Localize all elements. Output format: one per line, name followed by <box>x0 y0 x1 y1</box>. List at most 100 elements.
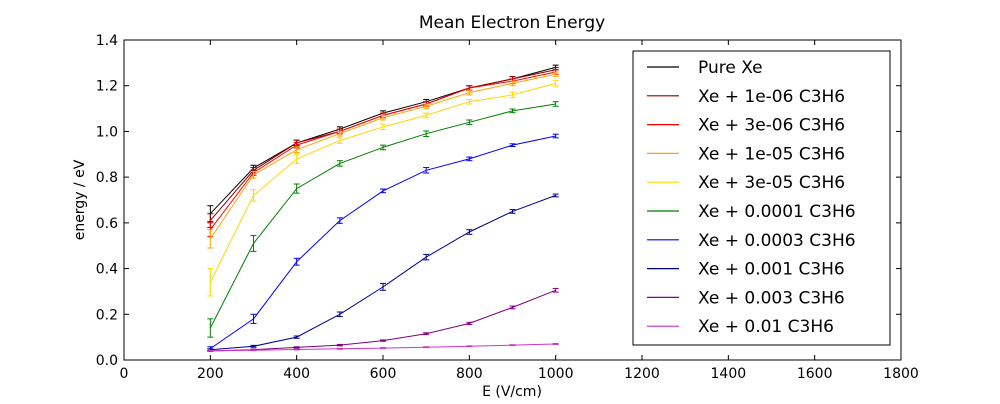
y-tick-label: 0.2 <box>96 307 118 323</box>
x-tick-label: 600 <box>370 366 397 382</box>
data-point <box>466 229 473 235</box>
legend-entry: Xe + 0.0003 C3H6 <box>647 231 856 251</box>
legend-label: Xe + 0.003 C3H6 <box>698 288 845 308</box>
series-7 <box>207 193 559 352</box>
x-tick-label: 1400 <box>711 366 747 382</box>
data-point <box>250 189 257 202</box>
data-point <box>293 153 300 164</box>
series-4 <box>207 80 559 297</box>
data-point <box>466 89 473 96</box>
x-axis-label: E (V/cm) <box>482 384 542 400</box>
x-tick-label: 800 <box>456 366 483 382</box>
data-point <box>207 229 214 249</box>
legend-box <box>632 50 891 346</box>
y-axis-label: energy / eV <box>72 159 88 240</box>
data-point <box>250 234 257 252</box>
y-tick-label: 1.2 <box>96 79 118 95</box>
data-point <box>552 80 559 87</box>
series-6 <box>207 133 559 351</box>
series-5 <box>207 101 559 338</box>
y-tick-label: 0.4 <box>96 262 118 278</box>
legend-label: Xe + 0.0001 C3H6 <box>698 202 856 222</box>
legend-label: Xe + 3e-05 C3H6 <box>698 173 845 193</box>
legend-label: Xe + 1e-05 C3H6 <box>698 144 845 164</box>
series-9 <box>207 343 559 352</box>
legend-entry: Xe + 0.001 C3H6 <box>647 260 845 280</box>
x-tick-label: 400 <box>283 366 310 382</box>
data-point <box>293 257 300 266</box>
x-tick-label: 0 <box>120 366 129 382</box>
legend-entry: Xe + 0.0001 C3H6 <box>647 202 856 222</box>
data-point <box>207 349 214 352</box>
data-point <box>380 188 386 194</box>
data-point <box>380 144 386 151</box>
y-tick-label: 0.0 <box>96 353 118 369</box>
legend-entry: Xe + 1e-06 C3H6 <box>647 87 845 107</box>
data-point <box>466 98 473 105</box>
data-point <box>423 332 430 336</box>
legend-label: Xe + 0.001 C3H6 <box>698 260 845 280</box>
data-point <box>423 103 430 110</box>
x-tick-label: 1600 <box>797 366 833 382</box>
data-point <box>293 348 300 351</box>
y-tick-label: 1.4 <box>96 33 118 49</box>
data-point <box>423 112 430 119</box>
data-point <box>336 343 343 347</box>
data-point <box>336 130 343 137</box>
data-point <box>293 335 300 339</box>
data-point <box>336 217 343 224</box>
data-point <box>250 170 257 179</box>
data-point <box>336 311 343 318</box>
data-point <box>466 321 473 326</box>
legend-label: Xe + 3e-06 C3H6 <box>698 116 845 136</box>
data-point <box>466 156 473 162</box>
data-point <box>552 193 559 198</box>
x-tick-label: 1200 <box>624 366 660 382</box>
legend-entry: Xe + 3e-06 C3H6 <box>647 116 845 136</box>
data-point <box>380 123 386 131</box>
data-point <box>293 183 300 194</box>
data-point <box>336 160 343 167</box>
y-tick-label: 0.8 <box>96 170 118 186</box>
data-point <box>423 346 430 349</box>
data-point <box>509 108 516 114</box>
data-point <box>423 167 430 174</box>
data-point <box>466 345 473 348</box>
chart-title: Mean Electron Energy <box>419 13 605 33</box>
data-point <box>250 349 257 352</box>
legend-entry: Xe + 1e-05 C3H6 <box>647 144 845 164</box>
data-point <box>293 346 300 349</box>
data-point <box>509 344 516 347</box>
data-point <box>509 209 516 214</box>
legend-label: Xe + 0.01 C3H6 <box>698 317 834 337</box>
data-point <box>552 133 559 139</box>
data-point <box>250 313 257 324</box>
legend-label: Xe + 1e-06 C3H6 <box>698 87 845 107</box>
legend-entry: Xe + 3e-05 C3H6 <box>647 173 845 193</box>
legend-label: Pure Xe <box>698 58 763 78</box>
series-3 <box>207 71 559 249</box>
legend-entry: Pure Xe <box>647 58 763 78</box>
data-point <box>380 282 386 291</box>
x-tick-label: 200 <box>197 366 224 382</box>
data-point <box>552 287 559 293</box>
data-point <box>423 130 430 137</box>
legend-entry: Xe + 0.003 C3H6 <box>647 288 845 308</box>
x-tick-label: 1800 <box>883 366 919 382</box>
data-point <box>552 71 559 78</box>
y-tick-label: 0.6 <box>96 216 118 232</box>
data-point <box>423 253 430 261</box>
data-point <box>509 91 516 99</box>
data-point <box>509 80 516 87</box>
x-tick-label: 1000 <box>538 366 574 382</box>
data-point <box>380 347 386 350</box>
data-point <box>250 344 257 348</box>
data-point <box>207 268 214 297</box>
legend-label: Xe + 0.0003 C3H6 <box>698 231 856 251</box>
data-point <box>336 137 343 144</box>
y-tick-label: 1.0 <box>96 124 118 140</box>
legend: Pure Xe Xe + 1e-06 C3H6 Xe + 3e-06 C3H6 Xe … <box>632 50 891 346</box>
data-point <box>552 343 559 345</box>
